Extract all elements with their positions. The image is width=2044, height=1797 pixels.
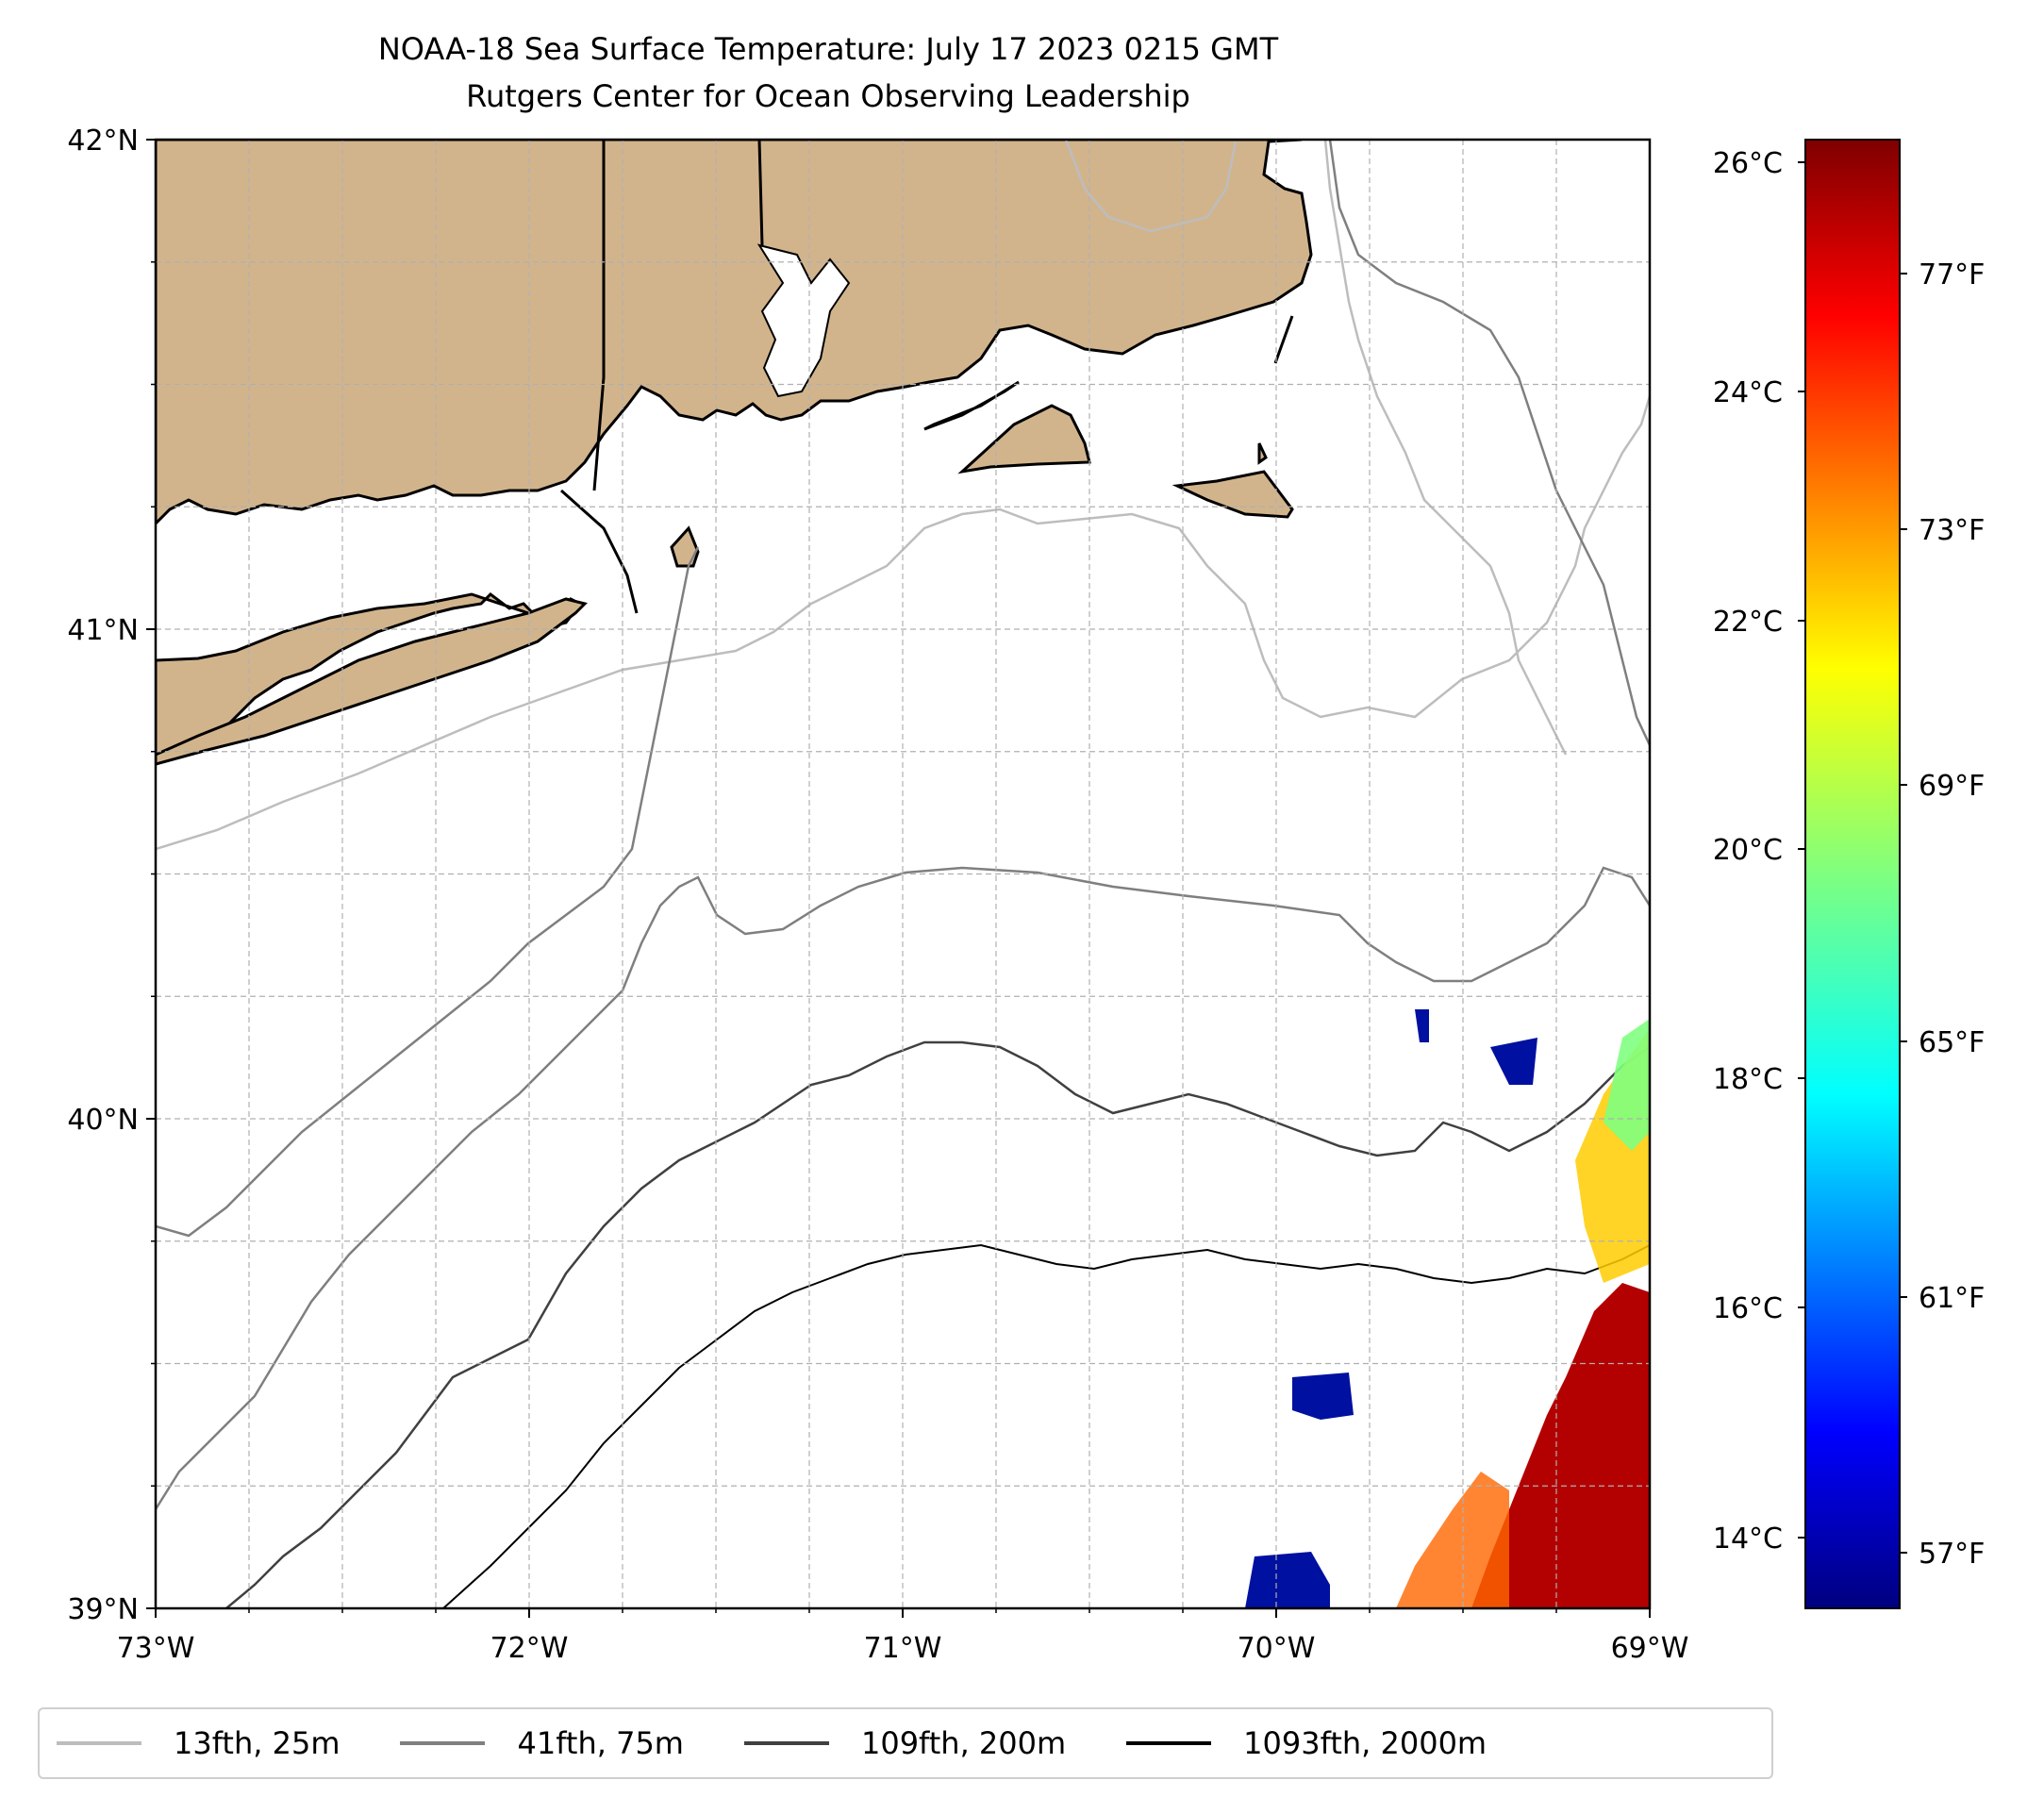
colorbar-celsius-label: 20°C: [1713, 834, 1783, 867]
sst-patch-blue-2: [1245, 1552, 1330, 1608]
sst-patch-blue-3: [1490, 1038, 1537, 1085]
land-monomoy: [1273, 315, 1294, 364]
colorbar-celsius-ticks: 26°C 24°C 22°C 20°C 18°C 16°C 14°C: [1713, 147, 1805, 1556]
contour-200m: [225, 1040, 1650, 1608]
bay-water: [756, 243, 851, 398]
colorbar-fahrenheit-label: 77°F: [1919, 258, 1985, 291]
land-new-england: [156, 140, 1313, 526]
lat-tick-label: 39°N: [67, 1593, 139, 1626]
legend-swatch: [743, 1741, 829, 1745]
contour-75m: [156, 140, 1650, 1238]
legend-item: 1093fth, 2000m: [1126, 1725, 1487, 1761]
lat-axis: 42°N 41°N 40°N 39°N: [67, 125, 156, 1626]
lon-tick-label: 69°W: [1611, 1632, 1689, 1665]
contour-75m-shelf: [156, 866, 1650, 1510]
colorbar-celsius-label: 14°C: [1713, 1522, 1783, 1556]
lon-tick-label: 71°W: [864, 1632, 942, 1665]
colorbar-celsius-label: 16°C: [1713, 1292, 1783, 1325]
state-border-ny: [560, 489, 639, 614]
legend-label: 1093fth, 2000m: [1243, 1725, 1487, 1761]
land-block-island: [670, 525, 700, 568]
lat-tick-label: 40°N: [67, 1104, 139, 1137]
land-elizabeth-islands: [923, 380, 1020, 431]
sst-patch-mid: [1396, 1472, 1509, 1608]
lat-tick-label: 41°N: [67, 614, 139, 647]
chart-subtitle: Rutgers Center for Ocean Observing Leade…: [466, 78, 1190, 114]
colorbar-fahrenheit-label: 61°F: [1919, 1282, 1985, 1315]
sst-patch-blue-4: [1415, 1009, 1429, 1042]
colorbar-fahrenheit-label: 65°F: [1919, 1026, 1985, 1059]
legend-item: 109fth, 200m: [743, 1725, 1067, 1761]
legend-label: 109fth, 200m: [860, 1725, 1067, 1761]
sst-patch-blue-1: [1292, 1373, 1354, 1420]
contour-legend: 13fth, 25m 41fth, 75m 109fth, 200m 1093fth,…: [38, 1707, 1773, 1779]
land-south-fork: [156, 597, 588, 766]
colorbar: [1804, 139, 1901, 1609]
sst-patch-green: [1604, 1019, 1650, 1151]
colorbar-celsius-label: 26°C: [1713, 147, 1783, 180]
legend-swatch: [57, 1741, 141, 1745]
sst-patch-warm: [1471, 1283, 1650, 1608]
state-border-ma-ri: [757, 140, 764, 246]
lon-tick-label: 72°W: [490, 1632, 569, 1665]
legend-label: 41fth, 75m: [517, 1725, 684, 1761]
lon-tick-label: 70°W: [1238, 1632, 1316, 1665]
lon-axis: 73°W 72°W 71°W 70°W 69°W: [117, 1608, 1689, 1665]
legend-item: 13fth, 25m: [57, 1725, 340, 1761]
state-border-ct-ri: [592, 140, 606, 491]
contour-2000m: [442, 1243, 1650, 1608]
contour-25m: [156, 395, 1650, 851]
lat-tick-label: 42°N: [67, 125, 139, 158]
colorbar-celsius-label: 24°C: [1713, 376, 1783, 409]
colorbar-celsius-label: 22°C: [1713, 606, 1783, 639]
colorbar-fahrenheit-ticks: 77°F 73°F 69°F 65°F 61°F 57°F: [1900, 258, 1985, 1571]
contour-25m-inner: [1064, 140, 1568, 756]
chart-title: NOAA-18 Sea Surface Temperature: July 17…: [377, 31, 1279, 67]
colorbar-celsius-label: 18°C: [1713, 1063, 1783, 1096]
lon-tick-label: 73°W: [117, 1632, 195, 1665]
legend-swatch: [400, 1741, 486, 1745]
colorbar-fahrenheit-label: 73°F: [1919, 514, 1985, 547]
legend-label: 13fth, 25m: [174, 1725, 341, 1761]
colorbar-fahrenheit-label: 57°F: [1919, 1538, 1985, 1571]
legend-swatch: [1126, 1741, 1212, 1745]
colorbar-fahrenheit-label: 69°F: [1919, 770, 1985, 803]
legend-item: 41fth, 75m: [400, 1725, 684, 1761]
land-chatham: [1257, 442, 1268, 465]
land-nantucket: [1172, 470, 1294, 519]
land-marthas-vineyard: [957, 404, 1091, 474]
